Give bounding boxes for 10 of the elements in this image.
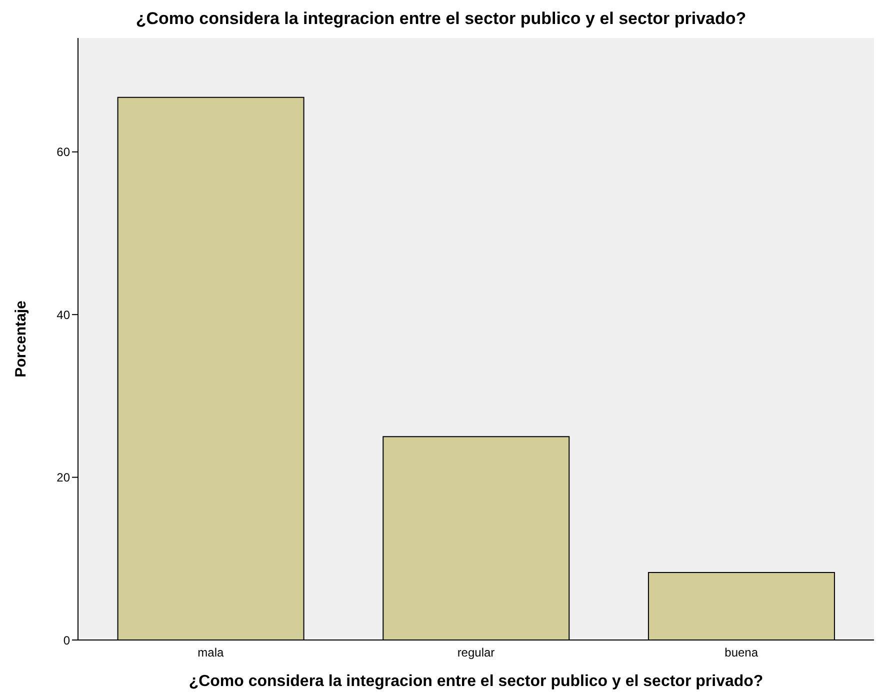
x-tick-label: buena xyxy=(724,646,758,660)
y-tick-label: 0 xyxy=(63,633,70,648)
chart-title: ¿Como considera la integracion entre el sector publico y el sector privado? xyxy=(134,8,748,30)
y-tick-label: 40 xyxy=(56,308,70,322)
y-tick-label: 20 xyxy=(56,470,70,485)
x-axis-title: ¿Como considera la integracion entre el sector publico y el sector privado? xyxy=(188,673,764,690)
y-tick-label: 60 xyxy=(56,145,70,160)
x-tick-label: regular xyxy=(457,646,495,660)
y-axis-title: Porcentaje xyxy=(12,300,30,378)
x-tick-label: mala xyxy=(198,646,224,660)
